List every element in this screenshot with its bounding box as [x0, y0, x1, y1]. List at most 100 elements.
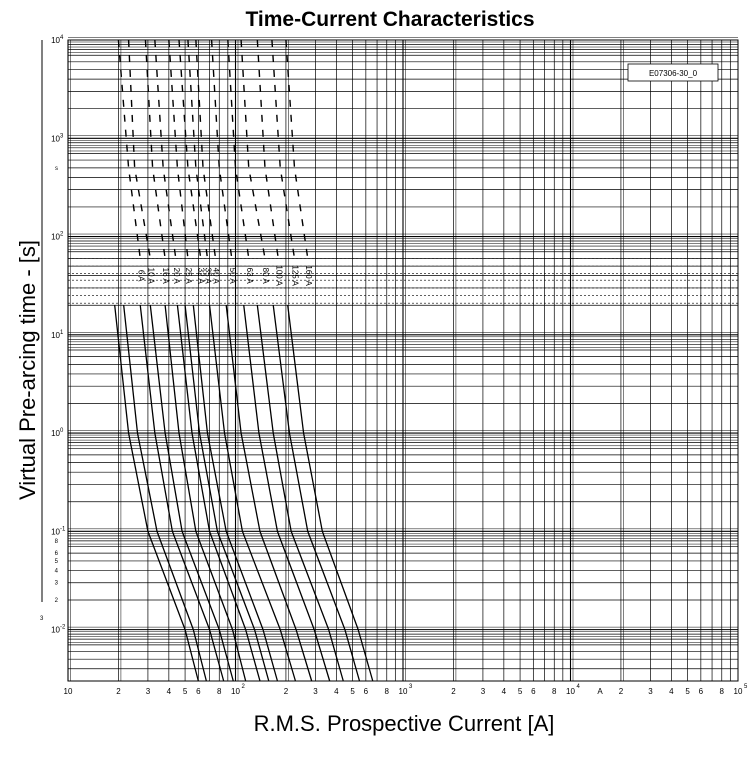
- y-minor-tick-label: s: [55, 166, 58, 172]
- x-tick-label: 2: [116, 687, 121, 696]
- x-tick-exponent: 2: [242, 684, 246, 690]
- x-tick-label: 8: [385, 687, 390, 696]
- x-tick-label: 3: [648, 687, 653, 696]
- series-label: 100 A: [274, 265, 283, 286]
- x-tick-label: 2: [451, 687, 456, 696]
- x-tick-label: 4: [167, 687, 172, 696]
- series-solid-segment: [149, 305, 234, 682]
- x-axis-title: R.M.S. Prospective Current [A]: [254, 711, 555, 736]
- fuse-curve-20a: [149, 39, 234, 682]
- x-tick-label: 4: [334, 687, 339, 696]
- fuse-curve-25a: [164, 39, 247, 682]
- series-solid-segment: [287, 305, 374, 682]
- x-tick-label: 10: [64, 687, 73, 696]
- series-solid-segment: [123, 305, 207, 682]
- x-tick-label: A: [597, 687, 603, 696]
- y-tick-exponent: 1: [60, 330, 64, 336]
- y-minor-tick-label: 3: [55, 581, 59, 587]
- series-solid-segment: [176, 305, 261, 682]
- y-axis-title: Virtual Pre-arcing time - [s]: [15, 240, 40, 500]
- grid: [67, 37, 738, 682]
- x-tick-label: 8: [217, 687, 222, 696]
- x-tick-label: 5: [183, 687, 188, 696]
- y-tick-exponent: -1: [60, 526, 66, 532]
- fuse-curve-16a: [139, 39, 225, 682]
- fuse-curve-125a: [271, 39, 361, 682]
- x-tick-label: 3: [146, 687, 151, 696]
- series-layer: [114, 39, 374, 682]
- y-minor-tick-label: 8: [55, 539, 59, 545]
- x-tick-label: 6: [531, 687, 536, 696]
- series-solid-segment: [114, 305, 199, 682]
- series-label: 35 A: [203, 268, 212, 285]
- x-tick-label: 3: [313, 687, 318, 696]
- y-minor-tick-label: 6: [55, 551, 59, 557]
- x-tick-label: 2: [619, 687, 624, 696]
- series-label: 20 A: [172, 268, 181, 285]
- x-tick-label: 10: [734, 687, 743, 696]
- x-tick-exponent: 3: [409, 684, 413, 690]
- x-tick-exponent: 4: [577, 684, 581, 690]
- y-tick-label: 10: [51, 527, 60, 536]
- x-tick-label: 5: [518, 687, 523, 696]
- x-tick-label: 5: [685, 687, 690, 696]
- y-tick-label: 10: [51, 36, 60, 45]
- series-label: 80 A: [261, 268, 270, 285]
- series-label: 10 A: [146, 268, 155, 285]
- series-label: 63 A: [245, 268, 254, 285]
- y-minor-tick-label: 5: [55, 559, 59, 565]
- chart-title: Time-Current Characteristics: [245, 8, 534, 31]
- series-label: 16 A: [161, 268, 170, 285]
- y-minor-tick-label: 4: [55, 568, 59, 574]
- x-tick-label: 6: [364, 687, 369, 696]
- x-tick-label: 4: [669, 687, 674, 696]
- series-solid-segment: [256, 305, 344, 682]
- series-solid-segment: [243, 305, 331, 682]
- x-tick-label: 2: [284, 687, 289, 696]
- series-solid-segment: [208, 305, 297, 682]
- x-tick-label: 10: [566, 687, 575, 696]
- fuse-curve-80a: [240, 39, 331, 682]
- x-tick-label: 10: [399, 687, 408, 696]
- series-label: 40 A: [212, 268, 221, 285]
- x-tick-label: 3: [481, 687, 486, 696]
- x-tick-exponent: 5: [744, 684, 748, 690]
- x-tick-label: 10: [231, 687, 240, 696]
- annotation-text: E07306-30_0: [649, 69, 698, 78]
- fuse-curve-100a: [256, 39, 344, 682]
- series-label: 160 A: [304, 265, 313, 286]
- y-tick-exponent: 3: [60, 133, 64, 139]
- fuse-curve-10a: [123, 39, 207, 682]
- y-minor-tick-label: 2: [55, 598, 59, 604]
- x-tick-label: 8: [552, 687, 557, 696]
- y-tick-exponent: 0: [60, 428, 64, 434]
- y-tick-exponent: -2: [60, 625, 66, 631]
- x-tick-label: 6: [196, 687, 201, 696]
- fuse-curve-50a: [208, 39, 297, 682]
- series-label: 6 A: [136, 270, 145, 282]
- x-tick-label: 6: [699, 687, 704, 696]
- series-label: 50 A: [228, 268, 237, 285]
- y-tick-label: 10: [51, 134, 60, 143]
- x-tick-label: 5: [350, 687, 355, 696]
- series-label: 32 A: [197, 268, 206, 285]
- fuse-curve-35a: [184, 39, 270, 682]
- x-tick-labels: 10 2 3 4 5 6 8 10 2 3 4 5 6 8 10 2 3 4 5 6 8 10 A 2 3 4 5 6 8 102 3 4 5: [64, 684, 748, 696]
- y-tick-label: 10: [51, 429, 60, 438]
- series-solid-segment: [225, 305, 313, 682]
- x-tick-label: 4: [502, 687, 507, 696]
- y-tick-label: 10: [51, 233, 60, 242]
- y-tick-exponent: 4: [60, 35, 64, 41]
- y-tick-label: 10: [51, 626, 60, 635]
- x-tick-label: 8: [720, 687, 725, 696]
- series-solid-segment: [184, 305, 270, 682]
- y-tick-exponent: 2: [60, 232, 64, 238]
- series-label: 125 A: [290, 265, 299, 286]
- fuse-curve-63a: [225, 39, 313, 682]
- y-tick-label: 10: [51, 331, 60, 340]
- annotation-badge: [627, 63, 719, 82]
- series-solid-segment: [164, 305, 247, 682]
- series-solid-segment: [192, 305, 279, 682]
- fuse-curve-40a: [192, 39, 279, 682]
